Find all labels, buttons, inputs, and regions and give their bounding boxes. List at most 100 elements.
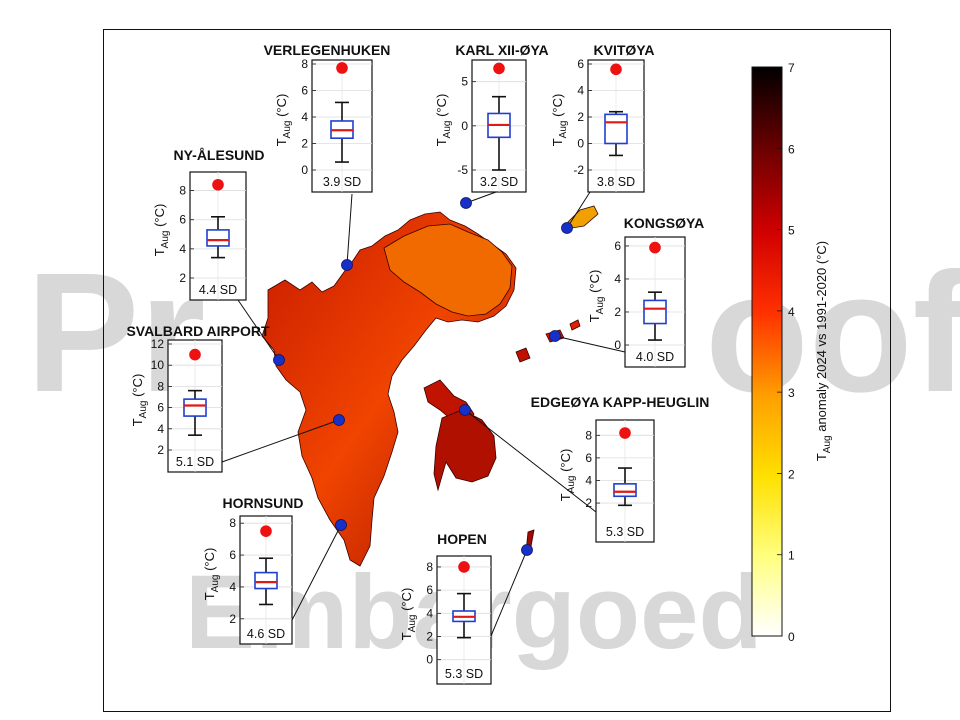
station-marker-edge-ya-kapp-heuglin bbox=[459, 404, 471, 416]
y-tick-label: -2 bbox=[573, 163, 584, 177]
y-tick-label: 2 bbox=[301, 137, 308, 151]
colorbar-label-main: T bbox=[814, 453, 829, 461]
y-axis-label-main: T bbox=[274, 138, 289, 146]
station-marker-verlegenhuken bbox=[341, 259, 353, 271]
station-markers bbox=[273, 197, 573, 556]
y-axis-label-sub: Aug bbox=[407, 615, 418, 633]
leader-ny-lesund bbox=[237, 299, 280, 361]
sd-label: 4.4 SD bbox=[199, 283, 237, 297]
inset-karl-xii-ya: KARL XII-ØYA -5 0 5 3.2 SD TAug (°C) bbox=[434, 42, 549, 193]
y-axis-label-main: T bbox=[152, 248, 167, 256]
station-marker-ny-lesund bbox=[273, 354, 285, 366]
y-tick-label: 6 bbox=[301, 84, 308, 98]
y-tick-label: 8 bbox=[301, 57, 308, 71]
y-axis-label: TAug (°C) bbox=[202, 548, 221, 601]
y-axis-label-sub: Aug bbox=[595, 297, 606, 315]
y-tick-label: 6 bbox=[229, 548, 236, 562]
inset-edge-ya-kapp-heuglin: EDGEØYA KAPP-HEUGLIN 2 4 6 8 5.3 SD TAug (°C) bbox=[531, 394, 710, 543]
y-tick-label: 6 bbox=[157, 401, 164, 415]
colorbar-tick-label: 5 bbox=[788, 224, 795, 238]
sd-label: 4.0 SD bbox=[636, 350, 674, 364]
value-2024-dot bbox=[619, 427, 631, 439]
leader-edge-ya-kapp-heuglin bbox=[464, 409, 597, 513]
station-marker-karl-xii-ya bbox=[460, 197, 472, 209]
station-marker-kongs-ya bbox=[549, 330, 561, 342]
y-axis-label-sub: Aug bbox=[138, 401, 149, 419]
y-axis-label-sub: Aug bbox=[160, 231, 171, 249]
inset-kvit-ya: KVITØYA -2 0 2 4 6 3.8 SD TAug (°C) bbox=[550, 42, 655, 193]
y-tick-label: 4 bbox=[585, 473, 592, 487]
station-marker-svalbard-airport bbox=[333, 414, 345, 426]
y-tick-label: -5 bbox=[457, 163, 468, 177]
y-axis-label-unit: (°C) bbox=[558, 449, 573, 476]
y-axis-label-sub: Aug bbox=[282, 121, 293, 139]
edgeoya-island bbox=[433, 409, 497, 492]
y-axis-label-sub: Aug bbox=[210, 575, 221, 593]
nordaustlandet-island bbox=[383, 223, 513, 317]
sd-label: 3.8 SD bbox=[597, 175, 635, 189]
y-tick-label: 4 bbox=[577, 84, 584, 98]
y-axis-label: TAug (°C) bbox=[558, 449, 577, 502]
y-tick-label: 0 bbox=[577, 137, 584, 151]
y-tick-label: 2 bbox=[426, 630, 433, 644]
station-title-hornsund: HORNSUND bbox=[223, 495, 304, 511]
station-title-svalbard-airport: SVALBARD AIRPORT bbox=[126, 323, 270, 339]
y-tick-label: 4 bbox=[229, 580, 236, 594]
y-tick-label: 0 bbox=[426, 653, 433, 667]
colorbar-label-rest: anomaly 2024 vs 1991-2020 (°C) bbox=[814, 241, 829, 436]
kongsoya-island-3 bbox=[569, 319, 581, 331]
leader-verlegenhuken bbox=[346, 193, 353, 266]
sd-label: 5.3 SD bbox=[606, 525, 644, 539]
value-2024-dot bbox=[649, 241, 661, 254]
sd-label: 5.1 SD bbox=[176, 455, 214, 469]
y-tick-label: 4 bbox=[157, 422, 164, 436]
value-2024-dot bbox=[189, 348, 201, 361]
y-tick-label: 0 bbox=[614, 338, 621, 352]
svalbard-map bbox=[261, 205, 599, 567]
inset-ny-lesund: NY-ÅLESUND 2 4 6 8 4.4 SD TAug (°C) bbox=[152, 147, 265, 301]
y-axis-label: TAug (°C) bbox=[274, 94, 293, 147]
y-axis-label-unit: (°C) bbox=[399, 588, 414, 615]
y-tick-label: 2 bbox=[585, 496, 592, 510]
colorbar-tick-label: 1 bbox=[788, 549, 795, 563]
leader-hornsund bbox=[289, 524, 342, 625]
y-tick-label: 2 bbox=[179, 271, 186, 285]
y-tick-label: 6 bbox=[577, 57, 584, 71]
y-tick-label: 6 bbox=[585, 451, 592, 465]
y-axis-label: TAug (°C) bbox=[434, 94, 453, 147]
station-marker-kvit-ya bbox=[561, 222, 573, 234]
iqr-box bbox=[206, 229, 230, 247]
y-tick-label: 10 bbox=[151, 358, 165, 372]
leader-svalbard-airport bbox=[221, 419, 340, 463]
inset-hopen: HOPEN 0 2 4 6 8 5.3 SD TAug (°C) bbox=[399, 531, 492, 685]
iqr-box bbox=[183, 398, 207, 417]
y-axis-label: TAug (°C) bbox=[399, 588, 418, 641]
y-tick-label: 8 bbox=[157, 379, 164, 393]
y-axis-label-unit: (°C) bbox=[274, 94, 289, 121]
y-tick-label: 8 bbox=[426, 560, 433, 574]
colorbar-gradient bbox=[751, 66, 783, 637]
y-axis-label-sub: Aug bbox=[558, 121, 569, 139]
value-2024-dot bbox=[610, 63, 622, 76]
y-axis-label-main: T bbox=[558, 493, 573, 501]
inset-svalbard-airport: SVALBARD AIRPORT 2 4 6 8 10 12 5.1 SD TAug (°C) bbox=[126, 323, 270, 473]
station-title-kvit-ya: KVITØYA bbox=[594, 42, 655, 58]
iqr-box bbox=[604, 113, 628, 145]
station-title-edge-ya-kapp-heuglin: EDGEØYA KAPP-HEUGLIN bbox=[531, 394, 710, 410]
y-tick-label: 2 bbox=[577, 110, 584, 124]
value-2024-dot bbox=[458, 561, 470, 573]
colorbar-label-sub: Aug bbox=[822, 435, 833, 453]
station-title-hopen: HOPEN bbox=[437, 531, 487, 547]
leader-hopen bbox=[490, 549, 528, 637]
y-tick-label: 6 bbox=[614, 239, 621, 253]
leader-lines bbox=[221, 191, 626, 637]
y-tick-label: 6 bbox=[426, 583, 433, 597]
y-axis-label-unit: (°C) bbox=[152, 204, 167, 231]
station-title-verlegenhuken: VERLEGENHUKEN bbox=[264, 42, 391, 58]
sd-label: 3.9 SD bbox=[323, 175, 361, 189]
y-axis-label-sub: Aug bbox=[566, 476, 577, 494]
y-axis-label-main: T bbox=[550, 138, 565, 146]
value-2024-dot bbox=[212, 178, 224, 191]
